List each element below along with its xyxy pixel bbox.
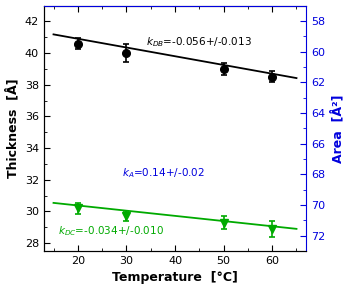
X-axis label: Temperature  [°C]: Temperature [°C] [112,271,238,284]
Text: $k_{DC}$=-0.034+/-0.010: $k_{DC}$=-0.034+/-0.010 [58,224,164,238]
Y-axis label: Area  [Å²]: Area [Å²] [331,94,344,162]
Y-axis label: Thickness  [Å]: Thickness [Å] [6,79,19,178]
Text: $k_{DB}$=-0.056+/-0.013: $k_{DB}$=-0.056+/-0.013 [146,35,252,49]
Text: $k_{A}$=0.14+/-0.02: $k_{A}$=0.14+/-0.02 [121,166,205,180]
